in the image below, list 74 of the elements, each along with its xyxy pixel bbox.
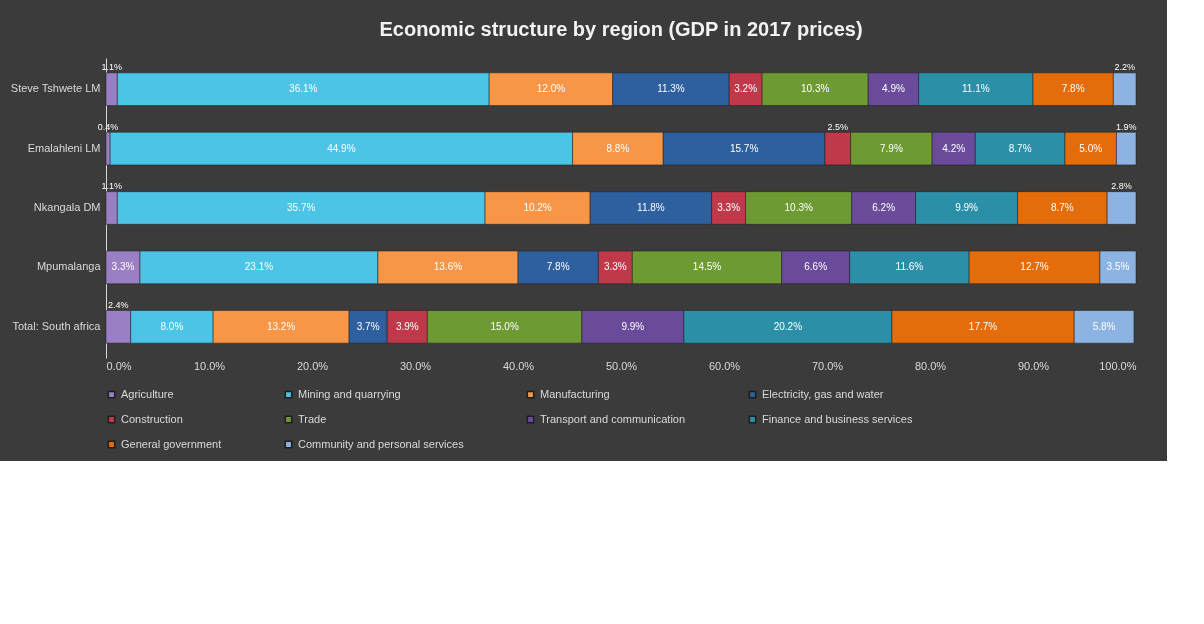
data-label: 6.2% [872,202,896,213]
legend-label: Finance and business services [762,412,913,425]
data-label: 8.8% [606,142,630,154]
x-tick-label: 60.0% [708,359,741,372]
data-label: 8.7% [1008,142,1032,154]
data-label: 3.5% [1106,261,1130,273]
data-label: 4.2% [942,142,966,154]
legend-label: Mining and quarrying [298,387,401,400]
legend-label: Electricity, gas and water [762,387,884,400]
data-label: 5.0% [1079,142,1103,154]
legend-label: Community and personal services [298,437,465,450]
x-tick-label: 50.0% [605,359,638,372]
data-label: 4.9% [882,83,905,95]
x-tick-label: 30.0% [399,359,432,372]
y-tick-label: Nkangala DM [33,201,101,213]
data-label: 15.7% [729,142,759,154]
data-label: 3.7% [356,320,380,332]
data-label: 15.0% [490,320,519,332]
data-label: 7.9% [879,142,903,154]
data-label: 11.8% [637,202,665,213]
x-tick-label: 80.0% [914,359,947,372]
x-tick-label: 20.0% [296,359,329,372]
data-label: 23.1% [244,261,274,273]
data-label: 3.9% [395,320,419,332]
data-label: 9.9% [955,202,979,213]
y-tick-label: Steve Tshwete LM [10,82,101,95]
data-label: 2.8% [1111,181,1132,191]
data-label: 2.2% [1114,62,1135,73]
data-label: 11.1% [962,83,990,95]
data-label: 7.8% [546,261,570,273]
x-tick-label: 70.0% [811,359,844,372]
legend-label: Trade [298,412,327,425]
x-tick-label: 90.0% [1017,359,1050,372]
data-label: 3.3% [717,202,741,213]
data-label: 3.3% [603,261,627,273]
data-label: 12.7% [1020,261,1049,273]
data-label: 2.5% [827,121,849,132]
legend-label: Agriculture [121,387,174,400]
data-label: 8.0% [160,320,184,332]
x-tick-label: 0.0% [106,359,132,372]
x-tick-label: 10.0% [193,359,226,372]
y-tick-label: Emalahleni LM [27,141,101,154]
data-label: 6.6% [804,261,828,273]
data-label: 2.4% [108,299,129,310]
data-label: 14.5% [692,261,722,273]
data-label: 11.6% [895,261,924,273]
x-tick-label: 40.0% [502,359,535,372]
data-label: 13.2% [266,320,296,332]
data-label: 20.2% [773,320,803,332]
data-label: 3.3% [111,261,135,273]
y-tick-label: Mpumalanga [36,260,102,273]
data-label: 13.6% [433,261,463,273]
legend-label: Manufacturing [540,387,610,400]
data-label: 7.8% [1061,83,1085,95]
data-label: 1.9% [1115,121,1137,132]
data-label: 10.2% [523,202,552,213]
data-label: 35.7% [287,202,316,213]
data-label: 5.8% [1092,320,1116,332]
x-tick-label: 100.0% [1099,359,1137,372]
data-label: 9.9% [621,320,645,332]
data-label: 8.7% [1050,202,1074,213]
data-label: 17.7% [968,320,998,332]
legend-label: Construction [121,412,183,425]
data-label: 44.9% [327,142,356,154]
data-label: 12.0% [536,83,566,95]
chart-title: Economic structure by region (GDP in 2017 prices) [379,18,863,40]
data-label: 10.3% [784,202,813,213]
data-label: 3.2% [734,83,758,95]
legend-label: General government [121,437,222,450]
data-label: 11.3% [657,83,685,95]
data-label: 10.3% [800,83,830,95]
legend-label: Transport and communication [540,412,686,425]
y-tick-label: Total: South africa [12,319,102,332]
data-label: 36.1% [289,83,318,95]
